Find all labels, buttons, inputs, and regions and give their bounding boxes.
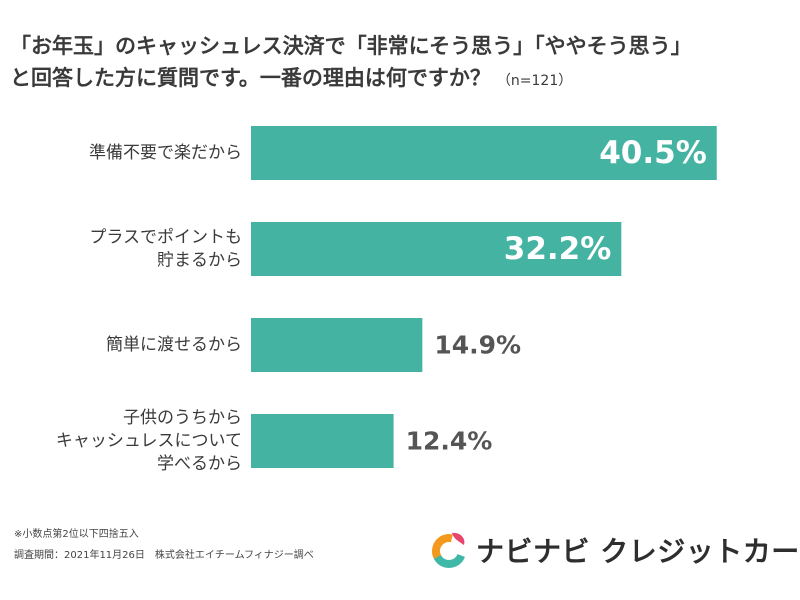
bar-4 bbox=[251, 414, 394, 468]
category-label-1: 準備不要で楽だから bbox=[89, 143, 242, 163]
brand-name: ナビナビ クレジットカード bbox=[476, 535, 800, 568]
value-label-4: 12.4% bbox=[406, 427, 493, 456]
category-label-4: 子供のうちからキャッシュレスについて学べるから bbox=[56, 408, 242, 474]
value-label-1: 40.5% bbox=[599, 135, 707, 171]
title-line-2: と回答した方に質問です。一番の理由は何ですか？ （n=121） bbox=[10, 62, 790, 97]
value-label-3: 14.9% bbox=[434, 331, 521, 360]
bar-2 bbox=[251, 222, 622, 276]
navinavi-logo-icon bbox=[432, 532, 466, 568]
bar-1 bbox=[251, 126, 717, 180]
chart-title: 「お年玉」のキャッシュレス決済で「非常にそう思う」「ややそう思う」 と回答した方… bbox=[10, 30, 790, 97]
bar-3 bbox=[251, 318, 423, 372]
title-line-1: 「お年玉」のキャッシュレス決済で「非常にそう思う」「ややそう思う」 bbox=[10, 34, 692, 58]
category-label-3: 簡単に渡せるから bbox=[106, 335, 242, 355]
brand-logo: ナビナビ クレジットカード bbox=[430, 528, 800, 572]
value-label-2: 32.2% bbox=[504, 231, 612, 267]
sample-size-label: （n=121） bbox=[496, 73, 573, 89]
title-line-2-text: と回答した方に質問です。一番の理由は何ですか？ bbox=[10, 66, 491, 90]
category-label-2: プラスでポイントも貯まるから bbox=[89, 228, 242, 271]
survey-footnote: 調査期間：2021年11月26日 株式会社エイチームフィナジー調べ bbox=[14, 550, 314, 561]
rounding-footnote: ※小数点第2位以下四捨五入 bbox=[14, 529, 139, 540]
